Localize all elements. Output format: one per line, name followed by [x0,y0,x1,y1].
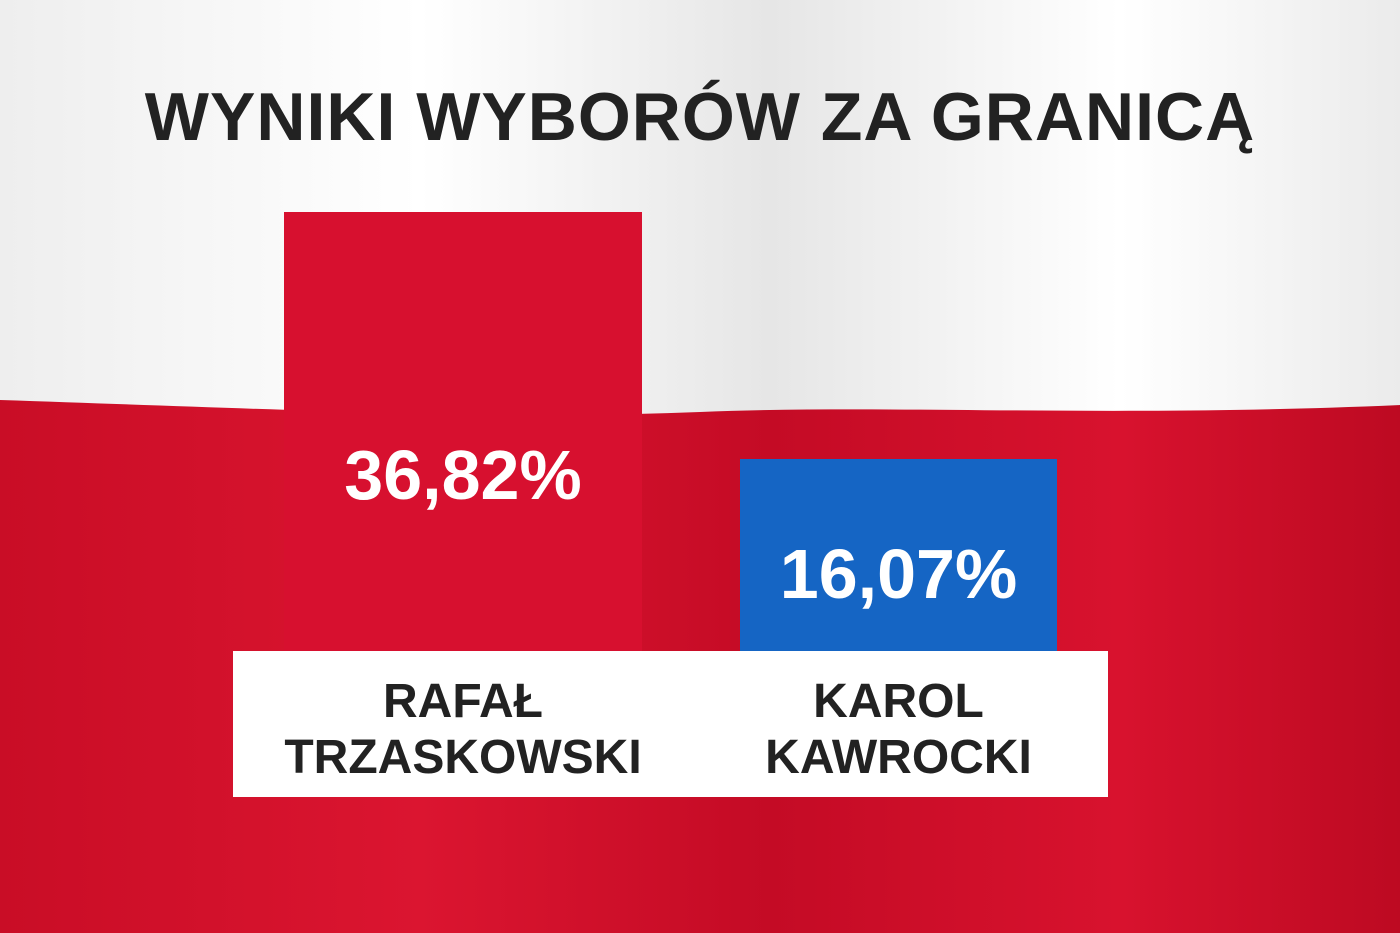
value-label: 16,07% [779,535,1018,614]
bar [740,459,1057,651]
value-label: 36,82% [344,436,582,515]
label-box [233,651,1108,797]
bar [284,212,642,651]
category-label: RAFAŁ TRZASKOWSKI [284,675,642,784]
chart-title: WYNIKI WYBORÓW ZA GRANICĄ [144,79,1256,155]
category-label: KAROL KAWROCKI [765,675,1032,784]
